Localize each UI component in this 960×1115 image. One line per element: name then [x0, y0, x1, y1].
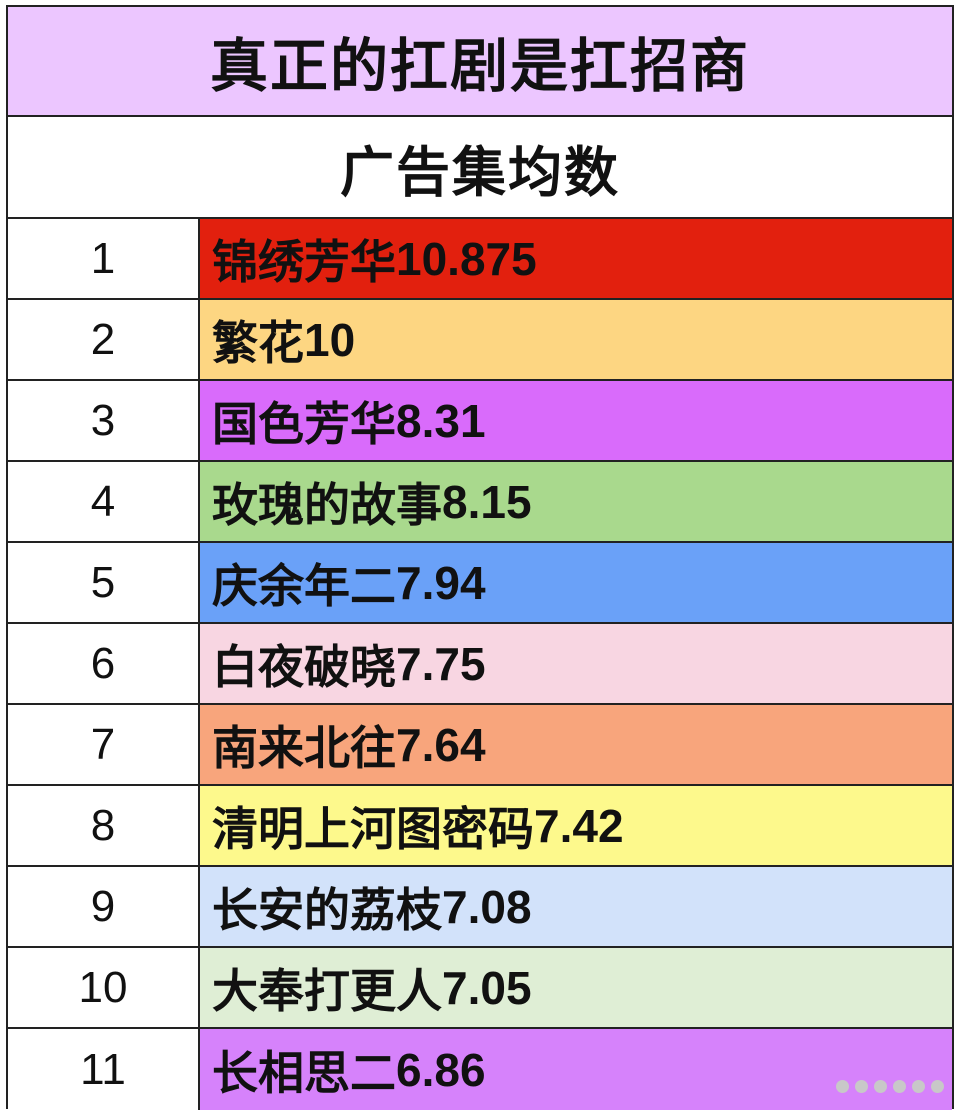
ad-average-value: 7.94 [396, 556, 486, 609]
rank-cell: 1 [8, 219, 200, 298]
ad-average-value: 8.31 [396, 394, 486, 447]
drama-name: 清明上河图密码 [212, 801, 534, 856]
drama-cell: 国色芳华 8.31 [200, 381, 952, 460]
watermark-dot [893, 1080, 906, 1093]
drama-cell: 繁花 10 [200, 300, 952, 379]
table-row: 6 白夜破晓 7.75 [8, 624, 952, 705]
drama-cell: 大奉打更人 7.05 [200, 948, 952, 1027]
ad-average-value: 7.08 [442, 880, 532, 933]
rank-cell: 2 [8, 300, 200, 379]
ranking-table: 真正的扛剧是扛招商 广告集均数 1 锦绣芳华 10.875 2 繁花 10 3 国色芳华 … [6, 5, 954, 1110]
drama-cell: 锦绣芳华 10.875 [200, 219, 952, 298]
drama-name: 繁花 [212, 315, 304, 370]
drama-cell: 长安的荔枝 7.08 [200, 867, 952, 946]
rank-number: 4 [90, 476, 116, 526]
table-row: 1 锦绣芳华 10.875 [8, 219, 952, 300]
table-row: 2 繁花 10 [8, 300, 952, 381]
drama-name: 南来北往 [212, 720, 396, 775]
drama-name: 庆余年二 [212, 558, 396, 613]
rank-cell: 11 [8, 1029, 200, 1110]
table-row: 10 大奉打更人 7.05 [8, 948, 952, 1029]
watermark-dot [931, 1080, 944, 1093]
table-row: 9 长安的荔枝 7.08 [8, 867, 952, 948]
drama-cell: 白夜破晓 7.75 [200, 624, 952, 703]
ad-average-value: 6.86 [396, 1043, 486, 1096]
drama-cell: 玫瑰的故事 8.15 [200, 462, 952, 541]
ad-average-value: 7.64 [396, 718, 486, 771]
drama-name: 长安的荔枝 [212, 882, 442, 937]
drama-name: 白夜破晓 [212, 639, 396, 694]
subtitle-row: 广告集均数 [8, 117, 952, 219]
table-row: 5 庆余年二 7.94 [8, 543, 952, 624]
rank-cell: 7 [8, 705, 200, 784]
table-row: 4 玫瑰的故事 8.15 [8, 462, 952, 543]
watermark [836, 1080, 944, 1093]
rank-number: 6 [90, 638, 116, 688]
ad-average-value: 10.875 [396, 232, 537, 285]
ad-average-value: 7.42 [534, 799, 624, 852]
drama-name: 锦绣芳华 [212, 234, 396, 289]
ad-average-value: 8.15 [442, 475, 532, 528]
table-body: 1 锦绣芳华 10.875 2 繁花 10 3 国色芳华 8.31 4 玫瑰的故事 8.15 5… [8, 219, 952, 1110]
watermark-dot [836, 1080, 849, 1093]
drama-name: 国色芳华 [212, 396, 396, 451]
page-title: 真正的扛剧是扛招商 [209, 32, 750, 100]
watermark-dot [912, 1080, 925, 1093]
rank-number: 3 [90, 395, 116, 445]
rank-cell: 4 [8, 462, 200, 541]
rank-cell: 3 [8, 381, 200, 460]
rank-number: 5 [90, 557, 116, 607]
rank-number: 10 [78, 962, 128, 1012]
table-row: 8 清明上河图密码 7.42 [8, 786, 952, 867]
rank-number: 9 [90, 881, 116, 931]
rank-cell: 5 [8, 543, 200, 622]
title-row: 真正的扛剧是扛招商 [8, 7, 952, 117]
rank-number: 8 [90, 800, 116, 850]
ad-average-value: 7.05 [442, 961, 532, 1014]
rank-cell: 9 [8, 867, 200, 946]
table-subtitle: 广告集均数 [340, 140, 620, 204]
drama-name: 玫瑰的故事 [212, 477, 442, 532]
drama-cell: 南来北往 7.64 [200, 705, 952, 784]
ad-average-value: 7.75 [396, 637, 486, 690]
table-row: 7 南来北往 7.64 [8, 705, 952, 786]
rank-number: 11 [80, 1044, 126, 1094]
watermark-dot [874, 1080, 887, 1093]
table-row: 3 国色芳华 8.31 [8, 381, 952, 462]
drama-name: 长相思二 [212, 1045, 396, 1100]
rank-cell: 10 [8, 948, 200, 1027]
drama-cell: 庆余年二 7.94 [200, 543, 952, 622]
drama-cell: 清明上河图密码 7.42 [200, 786, 952, 865]
rank-cell: 6 [8, 624, 200, 703]
drama-cell: 长相思二 6.86 [200, 1029, 952, 1110]
rank-number: 2 [90, 314, 116, 364]
drama-name: 大奉打更人 [212, 963, 442, 1018]
rank-number: 1 [90, 233, 116, 283]
watermark-dot [855, 1080, 868, 1093]
table-row: 11 长相思二 6.86 [8, 1029, 952, 1110]
rank-number: 7 [90, 719, 116, 769]
ad-average-value: 10 [304, 313, 356, 366]
rank-cell: 8 [8, 786, 200, 865]
